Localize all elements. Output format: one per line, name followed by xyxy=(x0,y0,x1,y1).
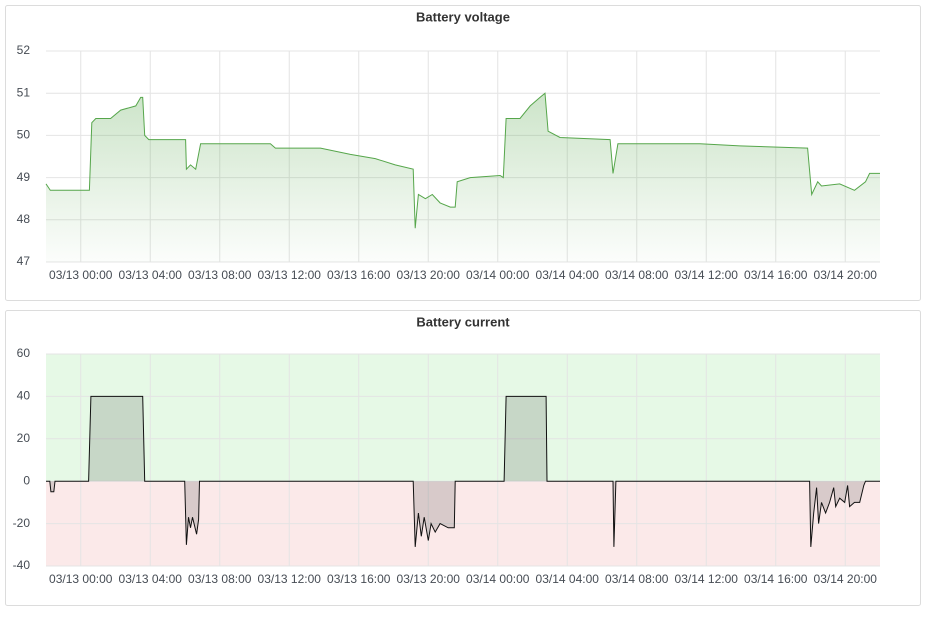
y-tick-label: 0 xyxy=(23,473,30,487)
y-tick-label: -40 xyxy=(13,558,31,572)
y-tick-label: 51 xyxy=(17,85,31,99)
area xyxy=(46,396,880,547)
chart-title: Battery current xyxy=(416,314,510,329)
x-tick-label: 03/14 20:00 xyxy=(814,268,878,282)
x-tick-label: 03/13 16:00 xyxy=(327,268,391,282)
x-tick-label: 03/13 20:00 xyxy=(397,572,461,586)
x-tick-label: 03/14 16:00 xyxy=(744,268,808,282)
x-tick-label: 03/13 00:00 xyxy=(49,572,113,586)
x-tick-label: 03/14 08:00 xyxy=(605,268,669,282)
x-tick-label: 03/14 16:00 xyxy=(744,572,808,586)
y-tick-label: 52 xyxy=(17,43,31,57)
y-tick-label: 20 xyxy=(17,431,31,445)
x-tick-label: 03/13 16:00 xyxy=(327,572,391,586)
x-tick-label: 03/13 08:00 xyxy=(188,268,252,282)
x-tick-label: 03/14 04:00 xyxy=(536,268,600,282)
x-tick-label: 03/13 04:00 xyxy=(119,268,183,282)
chart-title: Battery voltage xyxy=(416,9,510,24)
y-tick-label: 60 xyxy=(17,346,31,360)
y-tick-label: 48 xyxy=(17,212,31,226)
y-tick-label: 40 xyxy=(17,389,31,403)
x-tick-label: 03/14 12:00 xyxy=(675,268,739,282)
x-tick-label: 03/14 08:00 xyxy=(605,572,669,586)
x-tick-label: 03/14 00:00 xyxy=(466,268,530,282)
line xyxy=(45,92,880,229)
x-tick-label: 03/14 20:00 xyxy=(814,572,878,586)
x-tick-label: 03/14 12:00 xyxy=(675,572,739,586)
y-tick-label: 49 xyxy=(17,170,31,184)
x-tick-label: 03/14 00:00 xyxy=(466,572,530,586)
threshold-band xyxy=(46,354,880,482)
x-tick-label: 03/14 04:00 xyxy=(536,572,600,586)
y-tick-label: 50 xyxy=(17,128,31,142)
x-tick-label: 03/13 20:00 xyxy=(397,268,461,282)
line xyxy=(46,395,880,547)
x-tick-label: 03/13 04:00 xyxy=(119,572,183,586)
y-tick-label: 47 xyxy=(17,254,31,268)
x-tick-label: 03/13 12:00 xyxy=(258,572,322,586)
x-tick-label: 03/13 08:00 xyxy=(188,572,252,586)
y-tick-label: -20 xyxy=(13,516,31,530)
x-tick-label: 03/13 00:00 xyxy=(49,268,113,282)
area xyxy=(46,93,880,262)
x-tick-label: 03/13 12:00 xyxy=(258,268,322,282)
